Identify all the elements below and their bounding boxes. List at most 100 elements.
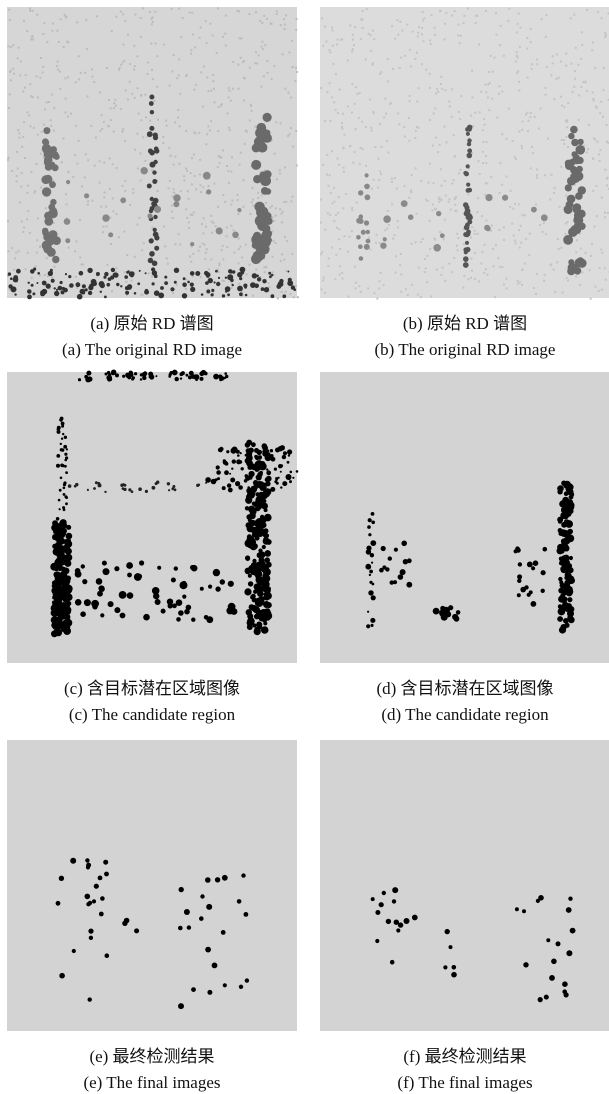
caption-zh: (a) 原始 RD 谱图 [90,314,213,333]
noise-speck [280,260,282,262]
blob [257,277,261,281]
noise-speck [227,170,229,172]
noise-speck [284,236,286,238]
noise-speck [85,153,87,155]
blob [369,570,373,574]
noise-speck [482,162,484,164]
blob [253,161,260,168]
blob [253,175,261,183]
blob [175,377,179,381]
noise-speck [492,71,494,73]
blob [174,566,178,570]
blob [108,232,113,237]
blob [16,269,21,274]
blob [250,595,254,599]
noise-speck [202,186,204,188]
noise-speck [499,44,501,46]
blob [77,294,83,300]
blob [227,293,230,296]
noise-speck [530,112,532,114]
blob [84,193,89,198]
noise-speck [199,174,201,176]
noise-speck [379,123,381,125]
noise-speck [324,229,326,231]
noise-speck [45,207,47,209]
blob [262,483,267,488]
noise-speck [29,8,31,10]
noise-speck [10,79,12,81]
noise-speck [333,101,335,103]
noise-speck [230,171,232,173]
noise-speck [526,112,528,114]
noise-speck [7,159,9,161]
noise-speck [262,48,264,50]
blob [51,279,55,283]
noise-speck [380,71,382,73]
blob [154,246,159,251]
noise-speck [459,42,461,44]
noise-speck [399,67,401,69]
noise-speck [485,220,487,222]
noise-speck [378,179,380,181]
noise-speck [437,91,439,93]
noise-speck [606,184,608,186]
blob [93,487,96,490]
noise-speck [87,159,89,161]
noise-speck [90,125,92,127]
blob [245,474,249,478]
blob [42,228,48,234]
noise-speck [594,226,596,228]
noise-speck [116,167,118,169]
noise-speck [372,30,374,32]
noise-speck [560,96,562,98]
noise-speck [429,87,431,89]
noise-speck [228,87,230,89]
noise-speck [63,46,65,48]
noise-speck [78,140,80,142]
noise-speck [57,30,59,32]
blob [139,560,144,565]
blob [235,481,240,486]
blob [252,273,257,278]
noise-speck [204,258,206,260]
blob [88,929,93,934]
noise-speck [451,116,453,118]
blob [56,557,63,564]
noise-speck [295,130,297,132]
noise-speck [23,227,25,229]
blob [239,292,243,296]
noise-speck [23,20,25,22]
noise-speck [66,203,68,205]
noise-speck [168,147,170,149]
noise-speck [449,198,451,200]
noise-speck [29,83,31,85]
blob [82,579,87,584]
blob [356,235,361,240]
noise-speck [546,66,548,68]
noise-speck [237,64,239,66]
blob [559,529,566,536]
noise-speck [421,27,423,29]
noise-speck [180,36,182,38]
noise-speck [151,69,153,71]
noise-speck [22,90,24,92]
blob [131,490,134,493]
noise-speck [574,70,576,72]
noise-speck [550,74,552,76]
blob [152,486,156,490]
noise-speck [423,17,425,19]
blob [228,603,236,611]
noise-speck [422,238,424,240]
noise-speck [174,156,176,158]
blob [253,464,255,466]
blob [401,541,407,547]
noise-speck [9,93,11,95]
noise-speck [110,119,112,121]
noise-speck [485,155,487,157]
noise-speck [498,229,500,231]
noise-speck [484,84,486,86]
noise-speck [42,72,44,74]
blob [69,283,74,288]
noise-speck [526,48,528,50]
noise-speck [242,61,244,63]
